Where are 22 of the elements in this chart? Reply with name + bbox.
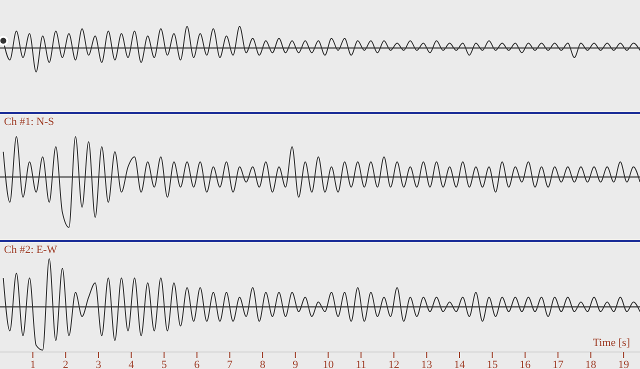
x-tick-label: 12 [388,358,400,369]
x-tick-label: 5 [161,358,168,369]
x-tick-label: 7 [226,358,233,369]
chart-title: Ch #1: N-S [4,116,54,128]
x-tick-label: 17 [552,358,564,369]
x-tick-label: 8 [260,358,266,369]
x-tick-label: 18 [585,358,597,369]
x-tick-label: 13 [421,358,433,369]
x-tick-label: 4 [128,358,135,369]
x-tick-label: 14 [454,358,466,369]
x-tick-label: 3 [96,358,102,369]
x-tick-label: 15 [486,358,498,369]
x-tick-label: 16 [520,358,532,369]
x-tick-label: 19 [618,358,630,369]
x-tick-label: 11 [356,358,366,369]
x-tick-label: 6 [194,358,200,369]
x-axis-title: Time [s] [592,337,630,349]
x-tick-label: 2 [62,358,68,369]
x-tick-label: 1 [30,358,36,369]
chart-title: Ch #2: E-W [4,244,58,256]
x-tick-label: 10 [322,358,334,369]
x-tick-label: 9 [292,358,299,369]
